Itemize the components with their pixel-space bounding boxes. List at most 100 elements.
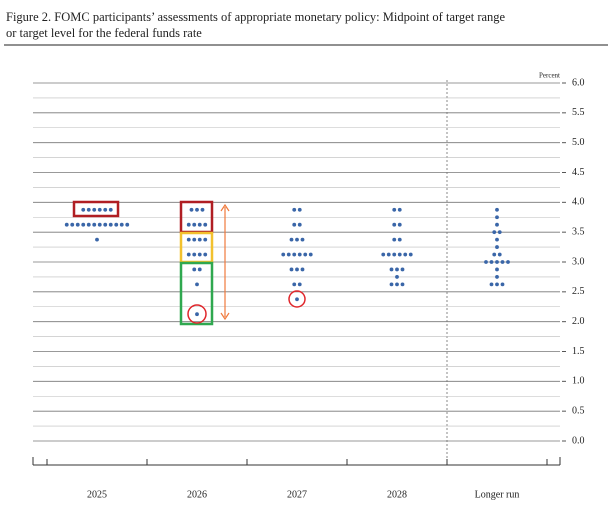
dot [397,222,402,227]
dot [395,275,399,279]
x-tick-label: Longer run [475,489,520,500]
y-tick-label: 2.0 [572,316,585,327]
dot [86,207,91,212]
dot [492,230,497,235]
dot [303,252,308,257]
y-tick-label: 5.0 [572,137,585,148]
dot [200,207,205,212]
dot [397,252,402,257]
y-tick-label: 6.0 [572,77,585,88]
dot [119,222,124,227]
y-tick-label: 3.0 [572,256,585,267]
dot [186,237,191,242]
dot [489,282,494,287]
x-tick-label: 2025 [87,489,107,500]
dot [281,252,286,257]
highlight-box [179,231,214,264]
dot [292,207,297,212]
dot [292,222,297,227]
dot [203,222,208,227]
dot [308,252,313,257]
highlight-circle [288,290,306,308]
dot [392,252,397,257]
dot [297,222,302,227]
dot [500,260,505,264]
dot [495,245,499,249]
dot [389,267,394,272]
dot [192,222,197,227]
dot [286,252,291,257]
x-tick-label: 2027 [287,489,307,500]
dot [114,222,119,227]
dot [103,207,108,212]
dot [381,252,386,257]
dot [403,252,408,257]
dot [392,222,397,227]
dot [64,222,69,227]
dot [397,207,402,212]
dot [195,312,199,317]
dot [92,207,97,212]
dot [192,252,197,257]
dot [495,260,499,264]
dot [392,237,397,242]
dot [400,282,405,287]
dot [192,267,197,272]
dot [92,222,97,227]
dot [500,282,505,287]
dot [392,207,397,212]
dot [295,297,299,302]
dot [484,260,488,264]
dot [86,222,91,227]
y-tick-label: 1.0 [572,376,585,387]
arrow-head [220,203,230,321]
dot [497,252,502,257]
y-tick-label: 0.5 [572,405,585,416]
dot [197,252,202,257]
dot [108,222,113,227]
dot [189,207,194,212]
dot [186,252,191,257]
y-tick-label: 4.5 [572,167,585,178]
dot [289,237,294,242]
dot [492,252,497,257]
annotations [72,200,306,326]
dot [70,222,75,227]
dot [495,282,499,287]
chart-title-line: or target level for the federal funds ra… [6,26,202,40]
dot [386,252,391,257]
dot [97,222,102,227]
dot [495,215,499,220]
y-tick-label: 2.5 [572,286,585,297]
y-tick-label: 4.0 [572,197,585,208]
dot [495,237,499,242]
y-tick-label: 0.0 [572,435,585,446]
dot [395,267,399,272]
dot [203,252,208,257]
dot [192,237,197,242]
dot [295,267,299,272]
dot [295,237,299,242]
dot [186,222,191,227]
dot [497,230,502,235]
dot [400,267,405,272]
dot [297,252,302,257]
dot [297,207,302,212]
dot [203,237,208,242]
dot [197,222,202,227]
dot [103,222,108,227]
highlight-box [179,261,214,326]
highlight-circle [187,304,207,324]
dot [300,267,305,272]
x-tick-label: 2026 [187,489,207,500]
dot [495,207,499,212]
dot [495,275,499,279]
y-tick-label: 5.5 [572,107,585,118]
dot [506,260,510,264]
dot [197,267,202,272]
dot [408,252,413,257]
y-tick-label: 1.5 [572,346,585,357]
dot [292,252,297,257]
x-tick-label: 2028 [387,489,407,500]
